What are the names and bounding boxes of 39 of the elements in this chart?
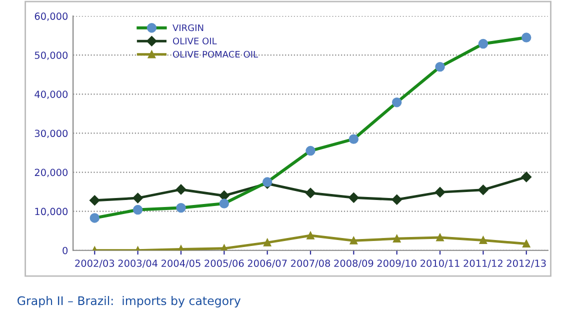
x-tick-label: 2011/12 <box>464 260 502 268</box>
point <box>176 184 186 195</box>
point <box>522 240 530 248</box>
x-tick-label: 2008/09 <box>334 260 374 268</box>
x-tick-label: 2005/06 <box>204 260 244 268</box>
point <box>434 187 446 198</box>
point <box>479 236 488 244</box>
y-tick-label: 20,000 <box>34 168 68 178</box>
point <box>521 172 532 182</box>
point <box>392 194 402 205</box>
text: Graph II – Brazil: imports by category <box>18 296 241 308</box>
point <box>219 190 230 201</box>
point <box>90 195 100 206</box>
point <box>348 192 359 203</box>
x-tick-label: 2003/04 <box>118 260 158 268</box>
y-tick-label: 40,000 <box>34 90 68 99</box>
y-tick-label: 50,000 <box>34 52 68 60</box>
point <box>393 234 401 242</box>
x-tick-label: 2006/07 <box>248 260 287 268</box>
point <box>350 236 358 244</box>
x-tick-label: 2012/13 <box>506 260 546 268</box>
point <box>305 188 316 198</box>
point <box>306 232 314 240</box>
x-tick-label: 2004/05 <box>162 260 200 268</box>
y-tick-label: 60,000 <box>34 12 68 21</box>
point <box>132 192 143 204</box>
x-tick-label: 2007/08 <box>291 260 330 268</box>
y-tick-label: 0 <box>62 246 68 254</box>
legend-label: OLIVE POMACE OIL <box>172 50 258 58</box>
y-tick-label: 10,000 <box>35 208 68 216</box>
point <box>478 184 488 195</box>
legend-label: OLIVE OIL <box>172 38 217 44</box>
x-tick-label: 2009/10 <box>377 260 416 268</box>
x-tick-label: 2002/03 <box>75 260 114 268</box>
y-tick-label: 30,000 <box>34 130 68 138</box>
point <box>264 238 272 246</box>
x-tick-label: 2010/11 <box>420 260 460 268</box>
legend-label: VIRGIN <box>172 24 204 32</box>
point <box>436 234 444 242</box>
